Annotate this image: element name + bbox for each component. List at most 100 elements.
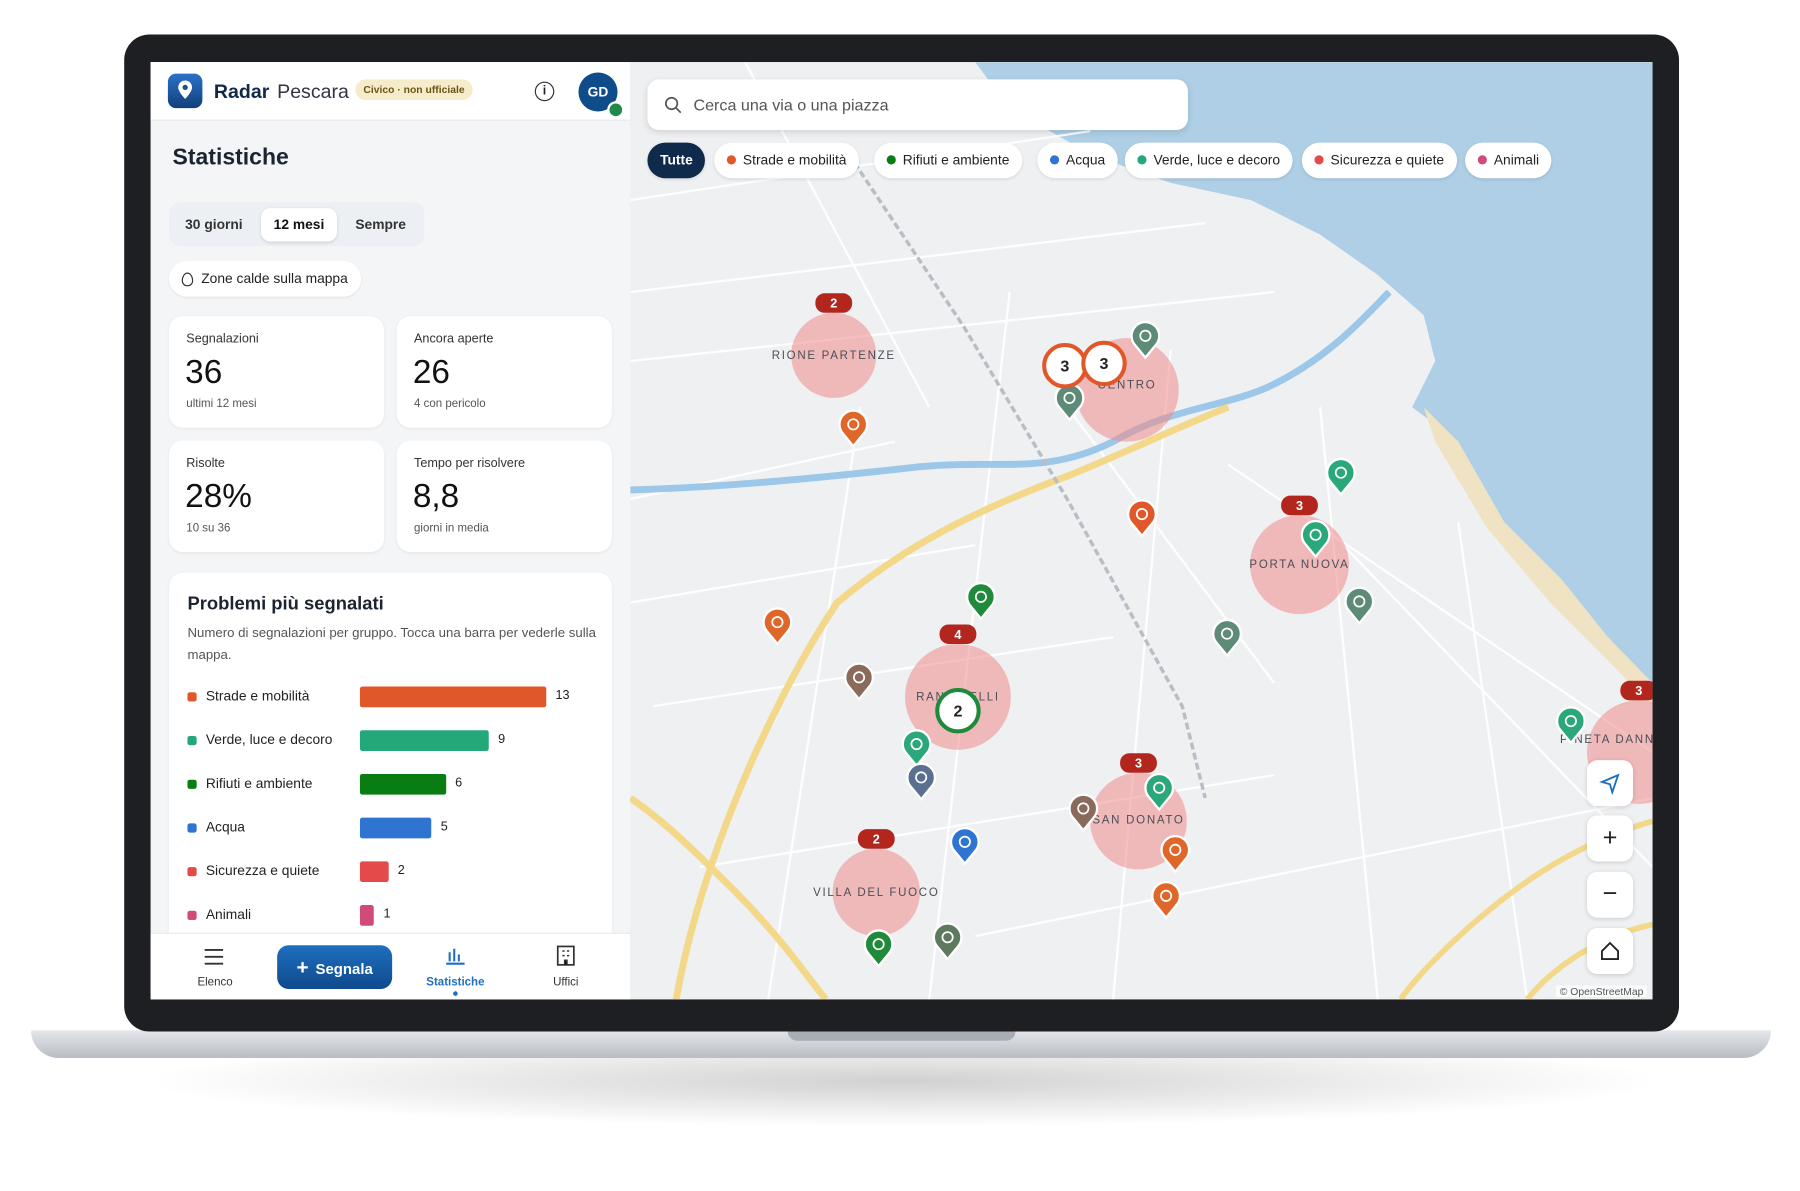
map-pin[interactable] [1325, 457, 1356, 497]
chip-dot [726, 155, 736, 165]
count-label: 2 [830, 297, 837, 311]
pin-icon [1334, 466, 1347, 479]
avatar-check [607, 101, 625, 119]
map-pin[interactable] [901, 729, 932, 768]
side-panel: Radar Pescara Civico · non ufficiale i G… [150, 62, 632, 1000]
legend-square [187, 867, 197, 877]
bar[interactable] [359, 861, 389, 883]
zone-label: SAN DONATO [1092, 814, 1184, 826]
filter-chip[interactable]: Sicurezza e quiete [1301, 142, 1457, 179]
heat-zone [832, 848, 920, 937]
locate-button[interactable] [1587, 760, 1633, 807]
filter-chip[interactable]: Acqua [1037, 142, 1118, 179]
filter-chip[interactable]: Tutte [647, 142, 706, 179]
bar[interactable] [359, 905, 375, 926]
stat-value: 36 [185, 354, 223, 391]
count-badge [1120, 753, 1157, 773]
filter-chip[interactable]: Rifiuti e ambiente [874, 142, 1023, 179]
cluster[interactable] [1081, 340, 1127, 387]
chart-card: Problemi più segnalati Numero di segnala… [169, 572, 612, 953]
filter-chip[interactable]: Animali [1465, 142, 1552, 179]
map-pin[interactable] [1300, 519, 1331, 559]
map-pin[interactable] [1160, 835, 1191, 874]
info-button[interactable]: i [534, 81, 555, 102]
icon-stats [446, 948, 465, 965]
map-pin[interactable] [906, 762, 937, 802]
map-pin[interactable] [1130, 321, 1161, 360]
map-pin[interactable] [838, 409, 869, 449]
period-tab[interactable]: 30 giorni [185, 216, 243, 233]
pin-icon [1077, 802, 1090, 815]
home-button[interactable] [1587, 928, 1633, 975]
search-box[interactable]: Cerca una via o una piazza [647, 79, 1188, 130]
pin-icon [974, 590, 987, 603]
pin-icon [771, 616, 784, 629]
chip-label: Sicurezza e quiete [1330, 151, 1445, 168]
map-pin[interactable] [932, 922, 963, 961]
search-placeholder: Cerca una via o una piazza [693, 95, 889, 114]
bottom-nav: Elenco + Segnala Statistiche Uffici [150, 932, 631, 1000]
map-pin[interactable] [1144, 772, 1175, 812]
bar[interactable] [359, 773, 446, 795]
stat-note: giorni in media [414, 522, 489, 535]
map-pin[interactable] [863, 929, 894, 968]
chip-label: Animali [1493, 151, 1540, 168]
report-label: Segnala [315, 960, 373, 978]
map-pin[interactable] [1127, 499, 1157, 538]
nav-item[interactable]: Statistiche [426, 976, 485, 989]
chip-label: Rifiuti e ambiente [902, 151, 1010, 168]
nav-item[interactable]: Elenco [197, 976, 233, 989]
filter-chip[interactable]: Strade e mobilità [714, 142, 860, 179]
map-pin[interactable] [949, 827, 980, 866]
zoom-out[interactable]: − [1587, 871, 1633, 918]
filter-chip[interactable]: Verde, luce e decoro [1124, 142, 1293, 179]
map-pin[interactable] [1068, 793, 1099, 833]
nav-dot [453, 991, 458, 996]
river [630, 289, 1392, 494]
count-badge [857, 829, 895, 849]
zone-label: PORTA NUOVA [1249, 559, 1349, 571]
stat-card: Risolte 28% 10 su 36 [169, 440, 385, 552]
report-button[interactable]: + Segnala [277, 945, 393, 989]
value-label: 2 [397, 863, 405, 878]
count-badge [1620, 680, 1653, 701]
category-label: Sicurezza e quiete [205, 862, 320, 879]
pin-icon [1160, 889, 1173, 902]
pin-icon [847, 418, 860, 431]
pin-icon [958, 835, 971, 848]
cluster[interactable] [935, 687, 981, 734]
map-pin[interactable] [1054, 383, 1085, 422]
value-label: 13 [555, 688, 570, 703]
category-label: Verde, luce e decoro [205, 731, 333, 748]
map-pin[interactable] [762, 607, 793, 646]
bar[interactable] [359, 730, 489, 751]
stat-card: Tempo per risolvere 8,8 giorni in media [396, 440, 612, 552]
map-pin[interactable] [1212, 618, 1242, 658]
zone-label: PINETA DANNUNZIANA [1560, 734, 1652, 746]
icon-list [204, 948, 224, 965]
map-pin[interactable] [1151, 881, 1182, 920]
plus: + [296, 955, 309, 979]
count-label: 3 [1296, 499, 1303, 513]
stat-value: 28% [185, 478, 252, 516]
heatmap-button[interactable]: Zone calde sulla mappa [169, 261, 362, 297]
map-pin[interactable] [966, 582, 996, 621]
map-pin[interactable] [844, 662, 874, 702]
period-tab[interactable]: Sempre [355, 216, 406, 233]
logo[interactable] [167, 73, 203, 109]
period-tab[interactable]: 12 mesi [261, 208, 337, 242]
screen: Radar Pescara Civico · non ufficiale i G… [150, 62, 1653, 1000]
bar[interactable] [359, 686, 547, 708]
nav-item[interactable]: Uffici [553, 976, 579, 989]
stat-note: 10 su 36 [186, 522, 231, 535]
bar[interactable] [359, 817, 432, 839]
zoom-in[interactable]: + [1587, 815, 1633, 862]
map-pin[interactable] [1344, 586, 1375, 626]
map-pin[interactable] [1555, 706, 1586, 745]
chip-dot [1137, 155, 1147, 165]
chip-label: Strade e mobilità [742, 151, 847, 168]
zone-label: RIONE PARTENZE [772, 350, 896, 362]
